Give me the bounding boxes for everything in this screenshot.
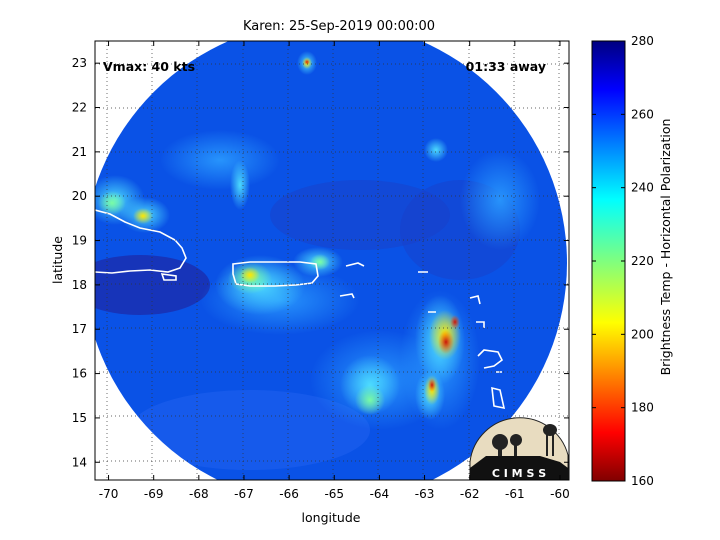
lon-tick-label: -62 [460, 487, 480, 501]
map-grid [95, 41, 569, 480]
cimss-logo-text: C I M S S [492, 467, 546, 480]
lon-tick-label: -69 [144, 487, 164, 501]
colorbar-ticks: 160 180 200 220 240 260 280 [592, 34, 654, 488]
colorbar-tick-label: 180 [631, 401, 654, 415]
lat-tick-label: 19 [72, 234, 87, 248]
colorbar-tick-label: 240 [631, 181, 654, 195]
colorbar-label: Brightness Temp - Horizontal Polarizatio… [658, 119, 673, 376]
colorbar-tick-label: 200 [631, 327, 654, 341]
colorbar [591, 40, 626, 482]
axes-frame [94, 40, 570, 481]
colorbar-tick-label: 280 [631, 34, 654, 48]
lon-tick-label: -65 [324, 487, 344, 501]
lon-tick-label: -67 [234, 487, 254, 501]
y-axis-label: latitude [50, 236, 65, 284]
cimss-logo: C I M S S [469, 417, 569, 481]
lat-tick-label: 14 [72, 455, 87, 469]
lon-tick-label: -68 [189, 487, 209, 501]
brightness-temperature-swath [95, 41, 567, 480]
lat-tick-label: 17 [72, 322, 87, 336]
colorbar-tick-label: 220 [631, 254, 654, 268]
lon-tick-label: -61 [505, 487, 525, 501]
lat-tick-label: 23 [72, 56, 87, 70]
vmax-label: Vmax: 40 kts [103, 59, 195, 74]
coastline-hispaniola [95, 209, 187, 274]
longitude-ticks: -70 -69 -68 -67 -66 -65 -64 -63 -62 -61 -60 [99, 41, 570, 501]
lat-tick-label: 21 [72, 145, 87, 159]
coastline-leeward-islands [428, 295, 506, 410]
lon-tick-label: -66 [279, 487, 299, 501]
latitude-ticks: 14 15 16 17 18 19 20 21 22 23 [72, 56, 569, 469]
map-title: Karen: 25-Sep-2019 00:00:00 [243, 19, 435, 34]
coastline-virgin-islands [339, 262, 428, 299]
lat-tick-label: 18 [72, 278, 87, 292]
colorbar-tick-label: 160 [631, 474, 654, 488]
lat-tick-label: 20 [72, 189, 87, 203]
lon-tick-label: -64 [370, 487, 390, 501]
coastline-puerto-rico [232, 261, 319, 287]
lon-tick-label: -63 [415, 487, 435, 501]
lon-tick-label: -60 [550, 487, 570, 501]
time-away-label: 01:33 away [466, 59, 546, 74]
colorbar-tick-label: 260 [631, 107, 654, 121]
lat-tick-label: 16 [72, 367, 87, 381]
coastlines [95, 209, 506, 410]
lat-tick-label: 15 [72, 411, 87, 425]
lat-tick-label: 22 [72, 101, 87, 115]
x-axis-label: longitude [302, 510, 361, 525]
lon-tick-label: -70 [99, 487, 119, 501]
coastline-cay [160, 273, 177, 281]
